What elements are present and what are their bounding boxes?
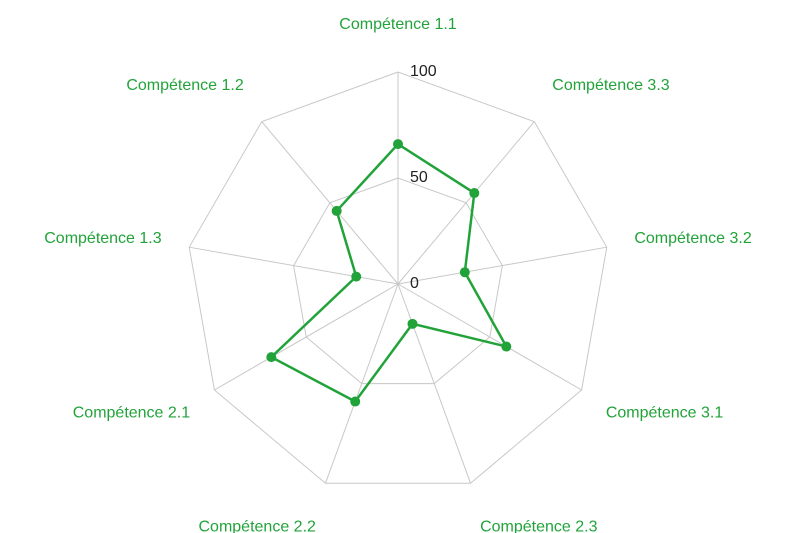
- category-label: Compétence 1.1: [339, 16, 457, 33]
- category-label: Compétence 2.1: [73, 405, 191, 422]
- data-point: [469, 188, 480, 199]
- category-label: Compétence 1.3: [44, 230, 162, 247]
- data-point: [459, 267, 470, 278]
- data-point: [266, 352, 277, 363]
- axis-spoke: [189, 246, 399, 285]
- data-point: [350, 396, 361, 407]
- category-label: Compétence 3.3: [552, 77, 670, 94]
- axis-spoke: [397, 246, 607, 285]
- axis-spoke: [397, 121, 535, 285]
- tick-label: 50: [410, 169, 428, 186]
- axis-spoke: [214, 283, 399, 391]
- data-point: [351, 271, 362, 282]
- tick-label: 100: [410, 63, 437, 80]
- data-point: [407, 318, 418, 329]
- data-point: [331, 205, 342, 216]
- category-label: Compétence 1.2: [126, 77, 244, 94]
- axis-spoke: [261, 121, 399, 285]
- grid-ring: [188, 71, 608, 484]
- series-line: [269, 142, 509, 404]
- category-label: Compétence 2.3: [480, 519, 598, 533]
- grid-ring: [293, 177, 503, 385]
- data-point: [393, 139, 403, 150]
- axis-spoke: [397, 283, 471, 484]
- axis-spoke: [325, 283, 399, 484]
- category-label: Compétence 3.1: [606, 405, 724, 422]
- category-label: Compétence 3.2: [634, 230, 752, 247]
- data-point: [501, 341, 512, 352]
- axis-spoke: [397, 283, 582, 391]
- category-label: Compétence 2.2: [199, 519, 317, 533]
- tick-label: 0: [410, 275, 419, 292]
